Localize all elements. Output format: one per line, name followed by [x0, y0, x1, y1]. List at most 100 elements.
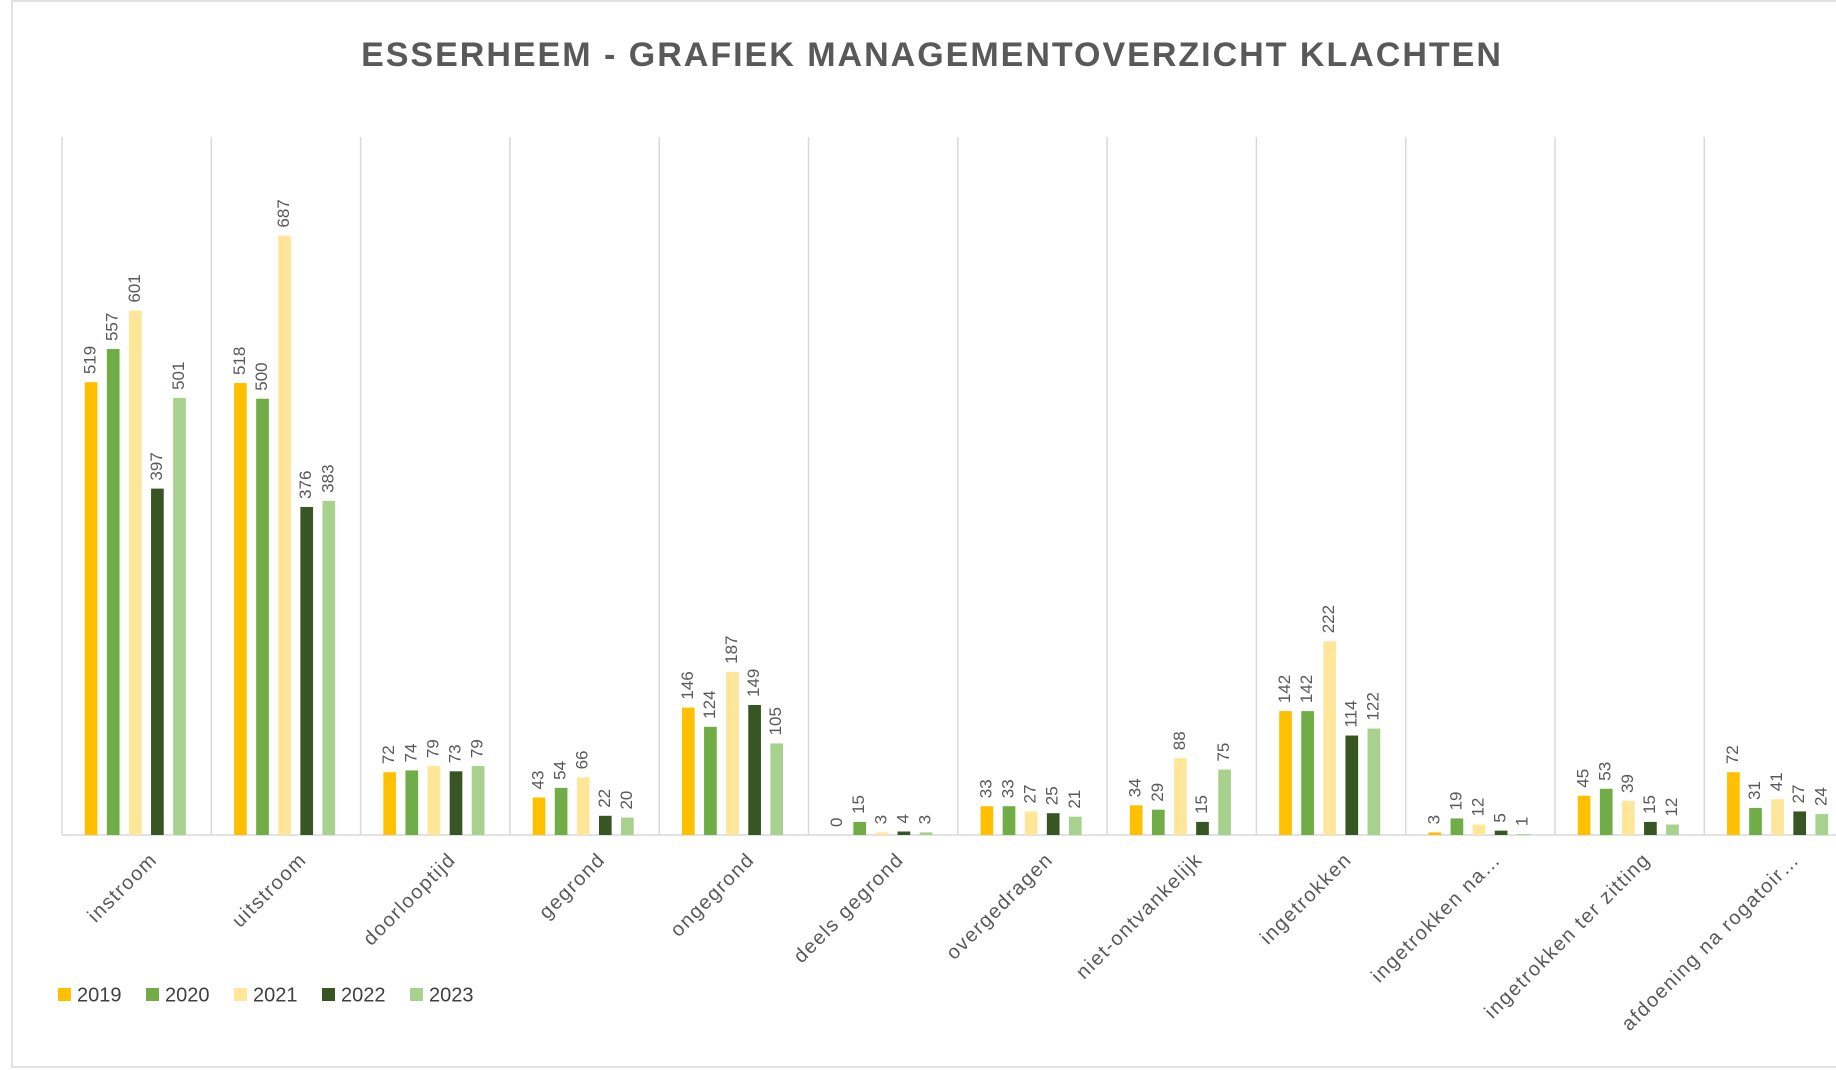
bar — [1174, 758, 1187, 835]
data-label: 15 — [849, 795, 868, 814]
legend-label: 2021 — [253, 984, 298, 1006]
bar — [1472, 824, 1486, 835]
data-label: 601 — [125, 274, 144, 302]
bar — [128, 310, 142, 835]
bar — [621, 817, 634, 835]
bar — [1450, 818, 1464, 835]
bar — [383, 772, 397, 835]
data-label: 15 — [1640, 795, 1659, 814]
bar — [278, 235, 291, 835]
bar — [1002, 806, 1016, 835]
x-tick-label: deels gegrond — [789, 849, 908, 968]
x-tick-label: ingetrokken — [1256, 849, 1356, 949]
bar — [300, 506, 314, 835]
data-label: 33 — [976, 779, 995, 798]
bar — [1196, 821, 1209, 835]
data-label: 34 — [1126, 778, 1145, 797]
data-label: 41 — [1767, 772, 1786, 791]
bar — [1046, 813, 1060, 835]
legend-label: 2020 — [165, 984, 210, 1006]
data-label: 27 — [1021, 785, 1040, 804]
data-label: 105 — [766, 707, 785, 735]
bar — [897, 831, 911, 835]
x-tick-label: uitstroom — [228, 849, 311, 932]
data-label: 142 — [1275, 675, 1294, 703]
legend-label: 2022 — [341, 984, 386, 1006]
bar — [1068, 816, 1082, 835]
data-label: 146 — [678, 671, 697, 699]
data-label: 500 — [252, 362, 271, 390]
data-label: 501 — [169, 362, 188, 390]
bar — [770, 743, 784, 835]
data-label: 20 — [617, 791, 636, 810]
chart-frame — [11, 0, 1836, 1068]
bar — [1516, 834, 1530, 835]
bar — [1323, 641, 1337, 835]
bar — [1129, 805, 1143, 835]
bar — [726, 671, 739, 835]
bar — [106, 349, 120, 835]
data-label: 3 — [915, 815, 934, 824]
bar — [1793, 811, 1807, 835]
data-label: 114 — [1341, 700, 1360, 727]
bar — [1621, 800, 1635, 835]
bar — [1279, 711, 1292, 835]
data-label: 53 — [1596, 762, 1615, 781]
data-label: 12 — [1662, 798, 1681, 817]
bar — [853, 821, 867, 835]
x-tick-label: ongegrond — [666, 849, 759, 942]
x-tick-label: overgedragen — [942, 849, 1058, 965]
data-label: 79 — [423, 739, 442, 758]
data-label: 383 — [318, 464, 337, 492]
legend-label: 2019 — [77, 984, 122, 1006]
bar — [1644, 821, 1657, 835]
data-label: 21 — [1065, 790, 1084, 809]
data-label: 3 — [1424, 815, 1443, 824]
bar — [1345, 735, 1359, 835]
bar — [427, 766, 441, 835]
x-tick-label: afdoening na rogatoir… — [1618, 849, 1805, 1036]
data-label: 45 — [1574, 769, 1593, 788]
bar — [681, 707, 695, 835]
data-label: 4 — [893, 814, 912, 823]
bar — [256, 398, 269, 835]
data-label: 74 — [401, 744, 420, 763]
data-label: 73 — [445, 744, 464, 763]
legend-swatch — [322, 988, 335, 1001]
data-label: 31 — [1745, 781, 1764, 800]
data-label: 88 — [1170, 731, 1189, 750]
bar — [1428, 832, 1442, 835]
bar — [322, 500, 336, 835]
data-label: 79 — [468, 739, 487, 758]
data-label: 557 — [103, 313, 122, 341]
bar — [1727, 772, 1740, 835]
bar — [1151, 809, 1165, 835]
data-label: 72 — [379, 745, 398, 764]
bar — [554, 787, 568, 835]
bar — [1494, 830, 1508, 835]
data-label: 27 — [1789, 785, 1808, 804]
data-label: 19 — [1446, 792, 1465, 811]
legend-label: 2023 — [429, 984, 474, 1006]
data-label: 142 — [1297, 675, 1316, 703]
bar — [1301, 711, 1314, 835]
bar — [471, 766, 485, 835]
x-tick-label: gegrond — [535, 849, 610, 924]
data-label: 124 — [700, 690, 719, 718]
chart-title: ESSERHEEM - GRAFIEK MANAGEMENTOVERZICHT … — [361, 36, 1503, 74]
data-label: 5 — [1491, 813, 1510, 822]
data-label: 222 — [1319, 605, 1338, 633]
legend-swatch — [234, 988, 247, 1001]
bar — [576, 777, 590, 835]
data-label: 43 — [528, 771, 547, 790]
bar — [1749, 807, 1762, 835]
bar — [1024, 811, 1038, 835]
data-label: 66 — [573, 750, 592, 769]
x-tick-label: instroom — [84, 849, 162, 927]
bar — [748, 704, 761, 835]
data-label: 12 — [1468, 798, 1487, 817]
bar — [84, 382, 98, 835]
legend-swatch — [58, 988, 71, 1001]
x-tick-label: ingetrokken ter zitting — [1481, 849, 1655, 1023]
